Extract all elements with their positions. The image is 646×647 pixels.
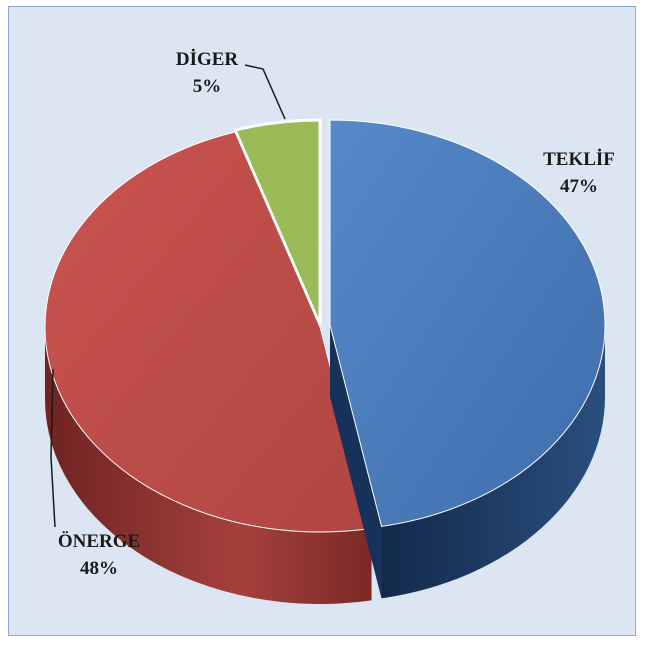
slice-wall-teklif — [330, 325, 382, 599]
slice-percent-teklif: 47% — [560, 176, 598, 197]
chart-frame: TEKLİF 47% ÖNERGE 48% DİGER 5% — [8, 6, 636, 636]
slice-label-teklif: TEKLİF — [543, 149, 615, 170]
slice-percent-diger: 5% — [193, 76, 222, 97]
leader-line-onerge — [50, 368, 56, 528]
pie-slice-diger — [232, 118, 322, 326]
slice-top-diger — [232, 118, 322, 326]
slice-percent-onerge: 48% — [80, 558, 118, 579]
slice-top-onerge — [44, 131, 373, 533]
slice-label-diger: DİGER — [176, 49, 239, 70]
labels-layer: TEKLİF 47% ÖNERGE 48% DİGER 5% — [50, 49, 615, 579]
slice-side-onerge — [45, 327, 372, 604]
pie-slice-onerge — [44, 131, 373, 604]
leader-line-diger — [244, 64, 286, 120]
pie-chart: TEKLİF 47% ÖNERGE 48% DİGER 5% — [44, 49, 615, 604]
slices-layer — [44, 118, 606, 604]
slice-top-teklif — [329, 119, 606, 527]
pie-slice-teklif — [329, 119, 606, 599]
slice-side-teklif — [381, 325, 605, 599]
slice-label-onerge: ÖNERGE — [58, 531, 140, 552]
